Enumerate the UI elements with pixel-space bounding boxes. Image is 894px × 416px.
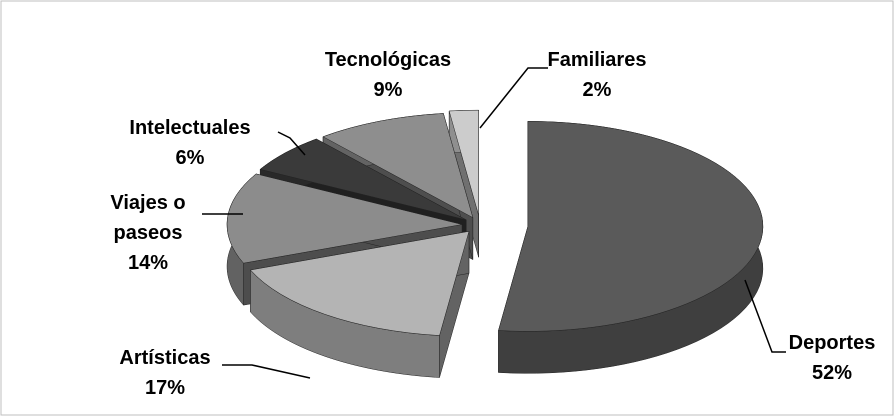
leader-line: [744, 279, 786, 353]
slice: [498, 121, 764, 332]
value-label: 6%: [175, 147, 205, 169]
data-label: Tecnológicas 9%: [308, 45, 468, 105]
leader-line: [479, 67, 548, 129]
data-label: Deportes 52%: [772, 328, 892, 388]
leader-line: [222, 364, 311, 379]
data-label: Viajes o paseos 14%: [93, 188, 203, 278]
slice: [322, 113, 474, 219]
category-label: Artísticas: [119, 347, 211, 369]
category-label: Intelectuales: [129, 117, 251, 139]
category-label: Tecnológicas: [324, 49, 452, 71]
value-label: 17%: [144, 377, 186, 399]
slice: [448, 109, 479, 216]
leader-line: [277, 131, 306, 156]
slice: [259, 138, 467, 221]
category-label: Viajes o paseos: [110, 192, 186, 244]
value-label: 9%: [373, 79, 403, 101]
slice: [249, 231, 470, 336]
slice: [226, 173, 463, 264]
category-label: Deportes: [788, 332, 876, 354]
data-label: Familiares 2%: [527, 45, 667, 105]
data-label: Intelectuales 6%: [110, 113, 270, 173]
leaders: [202, 67, 786, 379]
value-label: 14%: [127, 252, 169, 274]
category-label: Familiares: [547, 49, 647, 71]
value-label: 52%: [811, 362, 853, 384]
pie: [226, 109, 764, 378]
value-label: 2%: [582, 79, 612, 101]
data-label: Artísticas 17%: [95, 343, 235, 403]
